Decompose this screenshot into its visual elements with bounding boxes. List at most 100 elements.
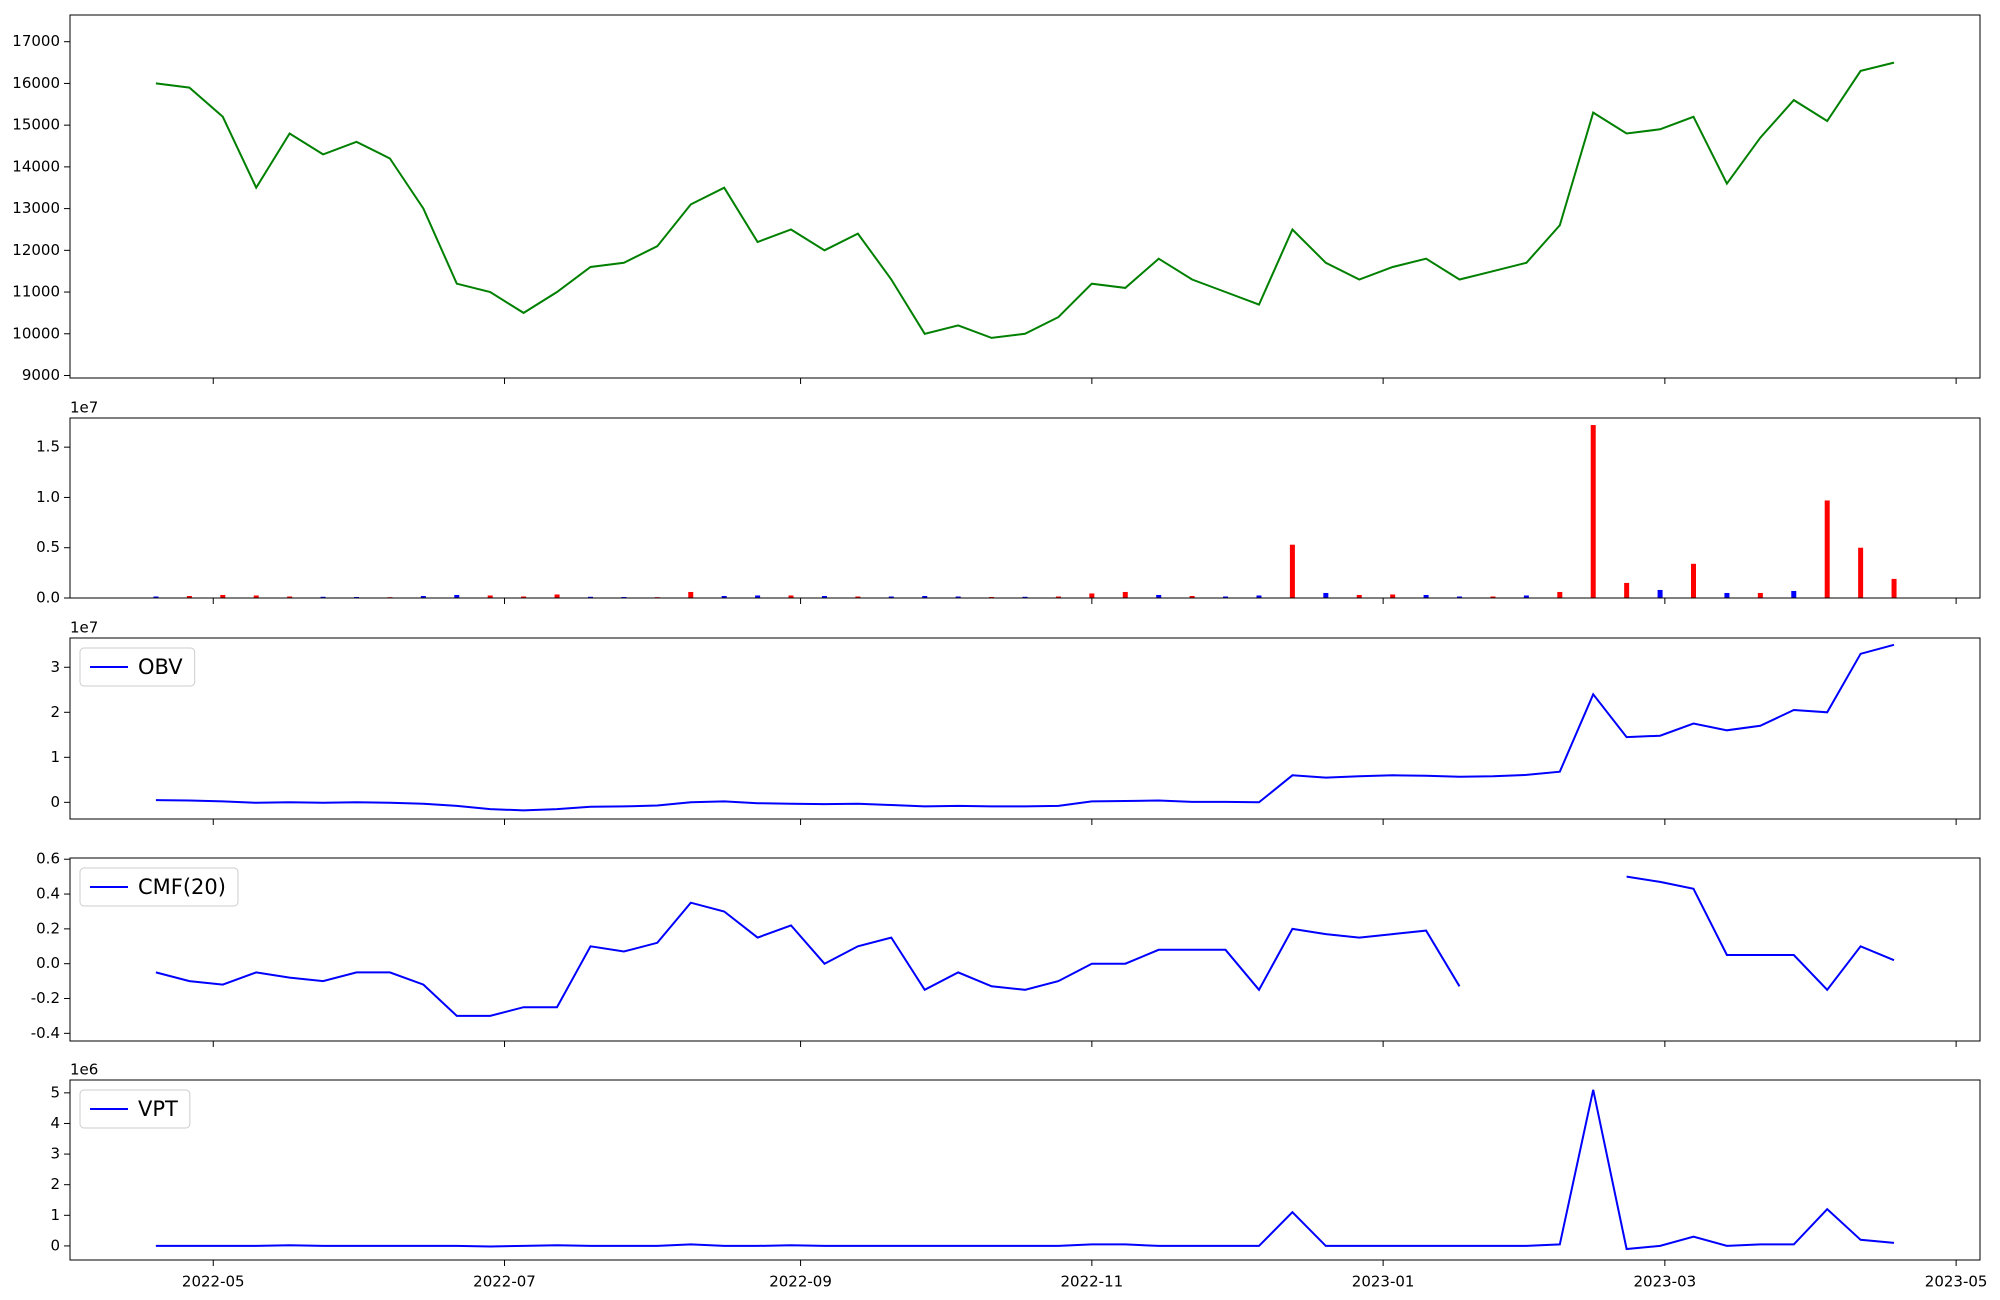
bar <box>1289 544 1295 598</box>
bar <box>521 596 527 598</box>
bar <box>1691 563 1696 598</box>
y-tick-label: 14000 <box>12 157 60 175</box>
y-tick-label: 0 <box>50 1236 60 1254</box>
y-tick-label: -0.4 <box>31 1024 60 1042</box>
bar <box>1089 593 1095 598</box>
bar <box>220 594 226 598</box>
y-tick-label: 11000 <box>12 283 60 301</box>
bar <box>1256 595 1262 598</box>
y-tick-label: 17000 <box>12 32 60 50</box>
y-tick-label: 0.4 <box>36 885 60 903</box>
bar <box>1724 592 1730 598</box>
x-tick-label: 2022-05 <box>182 1273 245 1291</box>
bar <box>888 596 894 598</box>
bar <box>1022 596 1028 598</box>
y-tick-label: 2 <box>50 703 60 721</box>
y-tick-label: 5 <box>50 1083 60 1101</box>
bar <box>420 595 426 598</box>
bar <box>487 595 493 598</box>
bar <box>1122 591 1128 598</box>
axes-frame <box>69 417 1981 599</box>
y-tick-label: 3 <box>50 1145 60 1163</box>
bar <box>1457 596 1463 598</box>
bar <box>287 596 293 598</box>
line <box>155 875 1895 1017</box>
bar <box>1858 547 1864 598</box>
y-tick-label: -0.2 <box>31 989 60 1007</box>
legend-box <box>79 1089 191 1129</box>
bar <box>688 591 694 598</box>
axes-frame <box>69 14 1981 379</box>
bar <box>821 595 827 598</box>
bar <box>1624 582 1630 598</box>
y-tick-label: 0 <box>50 793 60 811</box>
y-tick-label: 9000 <box>22 366 60 384</box>
bar <box>788 595 794 598</box>
bar <box>1891 578 1897 598</box>
bar <box>1757 592 1763 598</box>
y-tick-label: 13000 <box>12 199 60 217</box>
y-tick-label: 3 <box>50 658 60 676</box>
bar <box>922 595 928 598</box>
bar <box>1590 425 1596 598</box>
bar <box>587 596 593 598</box>
bar <box>855 596 861 598</box>
offset-label: 1e6 <box>70 1061 98 1079</box>
y-tick-label: 10000 <box>12 324 60 342</box>
legend-label: OBV <box>138 655 183 679</box>
legend-label: CMF(20) <box>138 875 226 899</box>
y-tick-label: 1 <box>50 748 60 766</box>
y-tick-label: 1 <box>50 1206 60 1224</box>
bar <box>454 594 460 598</box>
bar <box>253 595 259 598</box>
bar <box>186 595 192 598</box>
y-tick-label: 0.6 <box>36 850 60 868</box>
y-tick-label: 1.0 <box>36 488 60 506</box>
x-tick-label: 2022-09 <box>769 1273 832 1291</box>
axes-frame <box>69 1079 1981 1261</box>
bar <box>1824 500 1830 598</box>
bar <box>955 596 961 598</box>
bar <box>721 595 727 598</box>
bar <box>1657 589 1663 598</box>
bar <box>320 596 326 598</box>
bar <box>554 594 560 598</box>
bar <box>1323 592 1329 598</box>
x-tick-label: 2023-05 <box>1925 1273 1988 1291</box>
bar <box>354 596 359 598</box>
y-tick-label: 0.0 <box>36 589 60 607</box>
bar <box>1156 594 1162 598</box>
bar <box>1223 596 1229 598</box>
legend-box <box>79 647 196 687</box>
x-tick-label: 2022-07 <box>473 1273 536 1291</box>
legend-box <box>79 867 239 907</box>
x-tick-label: 2022-11 <box>1061 1273 1124 1291</box>
bar <box>1490 596 1496 598</box>
bar <box>1557 591 1563 598</box>
x-tick-label: 2023-03 <box>1634 1273 1697 1291</box>
y-tick-label: 16000 <box>12 74 60 92</box>
x-tick-label: 2023-01 <box>1352 1273 1415 1291</box>
y-tick-label: 12000 <box>12 241 60 259</box>
bar <box>1189 595 1195 598</box>
bar <box>621 596 627 598</box>
axes-frame <box>69 857 1981 1042</box>
y-tick-label: 0.0 <box>36 954 60 972</box>
axes-frame <box>69 637 1981 820</box>
y-tick-label: 15000 <box>12 116 60 134</box>
bar <box>1390 594 1396 598</box>
y-tick-label: 1.5 <box>36 438 60 456</box>
line <box>155 1089 1895 1251</box>
bar <box>1055 596 1061 598</box>
bar <box>1523 595 1529 598</box>
bar <box>1356 594 1362 598</box>
legend-label: VPT <box>138 1097 178 1121</box>
bar <box>153 596 159 598</box>
bar <box>1423 594 1429 598</box>
line <box>155 61 1895 339</box>
bar <box>989 596 995 598</box>
offset-label: 1e7 <box>70 619 98 637</box>
bar <box>1791 590 1797 598</box>
bar <box>755 595 761 598</box>
